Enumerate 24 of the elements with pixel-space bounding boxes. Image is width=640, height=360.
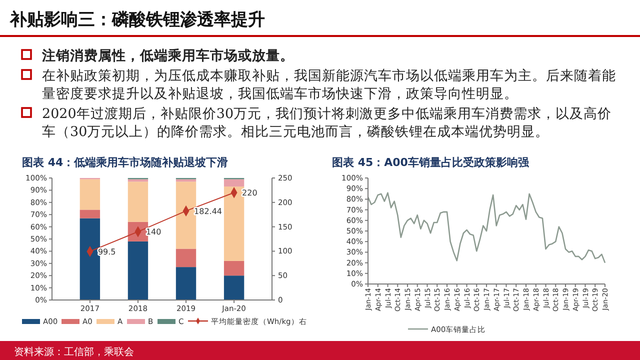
data-label: 182.44: [194, 206, 222, 216]
text: 2020年过渡期后，补贴限价30万元，我们预计将刺激更多中低端乘用车消费需求，以及高价车（30万元以上）的降价需求。相比三元电池而言，磷酸铁锂在成本端优势明显。: [42, 106, 612, 140]
chart-title: 图表 45：A00车销量占比受政策影响强: [332, 156, 530, 169]
bar: [176, 267, 196, 300]
text: 注销消费属性，低端乘用车市场或放量。: [41, 47, 294, 64]
bar: [224, 179, 244, 187]
bar: [224, 276, 244, 300]
bar: [128, 179, 148, 182]
bar: [80, 210, 100, 218]
text: 资料来源：工信部，乘联会: [14, 346, 134, 358]
bar: [128, 182, 148, 222]
text: 在补贴政策初期，为压低成本赚取补贴，我国新能源汽车市场以低端乘用车为主。后来随着能量密度要求提升以及补贴退坡，我国低端车市场快速下滑，政策导向性明显。: [42, 68, 616, 102]
text: 补贴影响三：磷酸铁锂渗透率提升: [9, 10, 265, 30]
bar: [224, 186, 244, 261]
bar: [176, 248, 196, 268]
bar: [80, 179, 100, 210]
bar: [128, 241, 148, 300]
bar: [176, 182, 196, 249]
chart-title: 图表 44：低端乘用车市场随补贴退坡下滑: [22, 156, 228, 169]
bar: [176, 179, 196, 182]
line-series: [367, 192, 606, 264]
data-label: 220: [242, 188, 258, 198]
bar: [224, 260, 244, 276]
bar: [80, 218, 100, 300]
